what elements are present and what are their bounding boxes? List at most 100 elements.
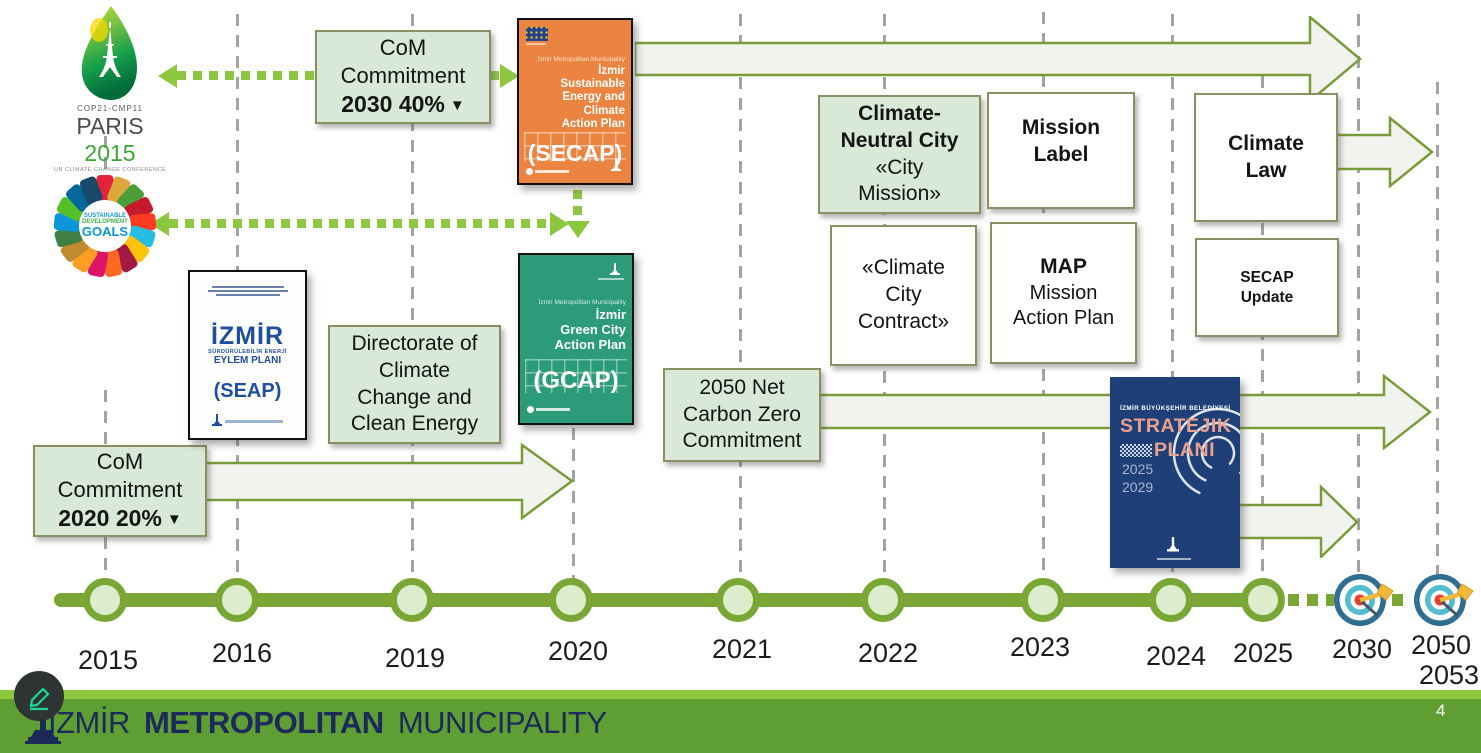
timeline-year-2025: 2025 [1232,638,1294,668]
plan-arcs [1172,407,1240,499]
dashed-line-2015 [104,136,107,182]
dashed-connector-secap-gcap [573,190,582,221]
timeline-node-2024 [1149,578,1193,622]
secap-org: İzmir Metropolitan Municipality [537,56,625,63]
timeline-year-2050: 2050 [1410,630,1472,660]
secap-cover-pattern [524,132,626,162]
sdg-line1: SUSTAINABLE [83,212,127,219]
dashed-line-2030 [1357,14,1360,588]
timeline-year-2015: 2015 [77,645,139,675]
seap-sub1: SÜRDÜRÜLEBİLİR ENERJİ [208,349,287,355]
seap-sub2: EYLEM PLANI [213,355,282,366]
seap-city: İZMİR [210,322,285,350]
com-2020-line1: CoM [96,449,144,475]
secap-acronym: (SECAP) [527,140,623,166]
dashed-line-2024 [1171,14,1174,588]
paris-subtitle: UN CLIMATE CHANGE CONFERENCE [54,167,166,173]
com-2030-target: 2030 40% [341,91,445,118]
eu-flag-icon [526,27,548,41]
timeline-node-2023 [1021,578,1065,622]
sdg-center-label: SUSTAINABLE DEVELOPMENT GOALS [79,200,131,252]
paris-2015-logo: COP21-CMP11 PARIS 2015 UN CLIMATE CHANGE… [50,4,170,173]
timeline-year-2053: 2053 [1418,660,1480,690]
footer-bar [0,699,1481,753]
climate-law-text: Climate Law [1228,131,1304,182]
map-bold: MAP [1040,254,1087,278]
target-icon-2030 [1334,574,1394,626]
timeline-year-2023: 2023 [1009,632,1071,662]
izmir-tower-icon [610,263,620,275]
paris-leaf-icon [81,6,137,100]
dashed-line-2019 [411,14,414,588]
climate-neutral-bold: Climate- Neutral City [840,101,959,152]
sdg-wheel: SUSTAINABLE DEVELOPMENT GOALS [53,174,157,278]
secap-title: İzmir Sustainable Energy and Climate Act… [560,65,625,130]
dashed-connector-com2030-secap [490,71,503,80]
timeline-node-2022 [861,578,905,622]
dashed-connector-com2030-paris [177,71,315,80]
climate-contract-box: «Climate City Contract» [830,225,977,366]
dashed-arrowhead-to-paris [158,64,177,88]
arrow-secap-to-2030 [635,16,1362,104]
seap-header-lines [207,284,288,298]
com-2030-line1: CoM [379,35,427,61]
timeline-node-2016 [215,578,259,622]
gcap-title: İzmir Green City Action Plan [554,307,626,352]
secap-document: İzmir Metropolitan Municipality İzmir Su… [517,18,633,185]
page-number: 4 [1436,701,1446,720]
net-zero-text: 2050 Net Carbon Zero Commitment [682,375,802,453]
izmir-tower-icon [212,414,222,426]
timeline-node-2019 [390,578,434,622]
dashed-line-2020 [572,428,575,588]
annotation-pencil-button[interactable] [14,671,64,721]
plan-title2: PLANI [1154,439,1215,461]
map-box: MAP Mission Action Plan [990,222,1137,364]
timeline-node-2025 [1241,578,1285,622]
timeline-year-2019: 2019 [384,643,446,673]
timeline-year-2030: 2030 [1331,634,1393,664]
climate-contract-text: «Climate City Contract» [857,256,950,333]
timeline-year-2020: 2020 [547,636,609,666]
footer-word-municipality: MUNICIPALITY [397,705,607,740]
timeline-node-2021 [716,578,760,622]
com-2020-target: 2020 20% [58,505,162,532]
dashed-line-2021 [739,14,742,588]
timeline-node-2020 [549,578,593,622]
seap-acronym: (SEAP) [213,380,282,402]
map-rest: Mission Action Plan [1012,281,1115,330]
timeline-year-2021: 2021 [711,634,773,664]
paris-cop-label: COP21-CMP11 [77,104,143,113]
footer-word-metropolitan: METROPOLITAN [144,705,384,740]
pencil-icon [29,687,50,711]
secap-update-box: SECAP Update [1195,238,1339,337]
timeline-year-2016: 2016 [211,638,273,668]
climate-law-box: Climate Law [1194,93,1338,222]
com-2030-box: CoM Commitment 2030 40% ▼ [315,30,491,124]
caret-down-icon: ▼ [449,97,465,115]
plan-year1: 2025 [1122,461,1154,477]
gcap-org: İzmir Metropolitan Municipality [538,299,626,306]
arrowhead-to-gcap [566,221,590,238]
footer-word-izmir: İZMİR [48,705,130,740]
directorate-box: Directorate of Climate Change and Clean … [328,325,501,444]
timeline-node-2015 [83,578,127,622]
plan-year2: 2029 [1122,479,1154,495]
timeline-bar [54,593,1284,607]
sdg-line2: DEVELOPMENT [82,219,128,226]
footer-title: İZMİR METROPOLITAN MUNICIPALITY [48,705,607,741]
seap-document: İZMİR SÜRDÜRÜLEBİLİR ENERJİ EYLEM PLANI … [188,270,307,440]
timeline-year-2022: 2022 [857,638,919,668]
mission-label-text: Mission Label [1021,115,1101,166]
arrowhead-to-secap [500,64,519,88]
mission-label-box: Mission Label [987,92,1135,209]
plan-title1: STRATEJIK [1120,415,1232,437]
paris-name: PARIS [76,113,144,139]
com-2020-box: CoM Commitment 2020 20% ▼ [33,445,207,537]
timeline-year-2024: 2024 [1145,641,1207,671]
secap-update-text: SECAP Update [1240,268,1294,306]
footer-accent-stripe [0,690,1481,699]
arrowhead-sdg-right [550,212,569,236]
sdg-line3: GOALS [81,224,129,240]
dashed-connector-sdg-gcap [169,219,552,228]
